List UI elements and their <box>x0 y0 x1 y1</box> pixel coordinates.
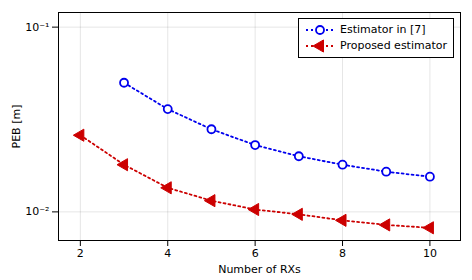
svg-text:4: 4 <box>164 247 171 260</box>
svg-text:8: 8 <box>339 247 346 260</box>
svg-text:Number of RXs: Number of RXs <box>218 263 301 276</box>
svg-text:10⁻²: 10⁻² <box>25 205 49 218</box>
svg-text:PEB [m]: PEB [m] <box>10 105 23 149</box>
svg-text:6: 6 <box>252 247 259 260</box>
svg-text:2: 2 <box>77 247 84 260</box>
html-text:Proposed estimator: Proposed estimator <box>340 39 447 52</box>
svg-text:10⁻¹: 10⁻¹ <box>25 21 49 34</box>
html-text:Estimator in [7]: Estimator in [7] <box>340 23 426 36</box>
svg-text:10: 10 <box>423 247 437 260</box>
